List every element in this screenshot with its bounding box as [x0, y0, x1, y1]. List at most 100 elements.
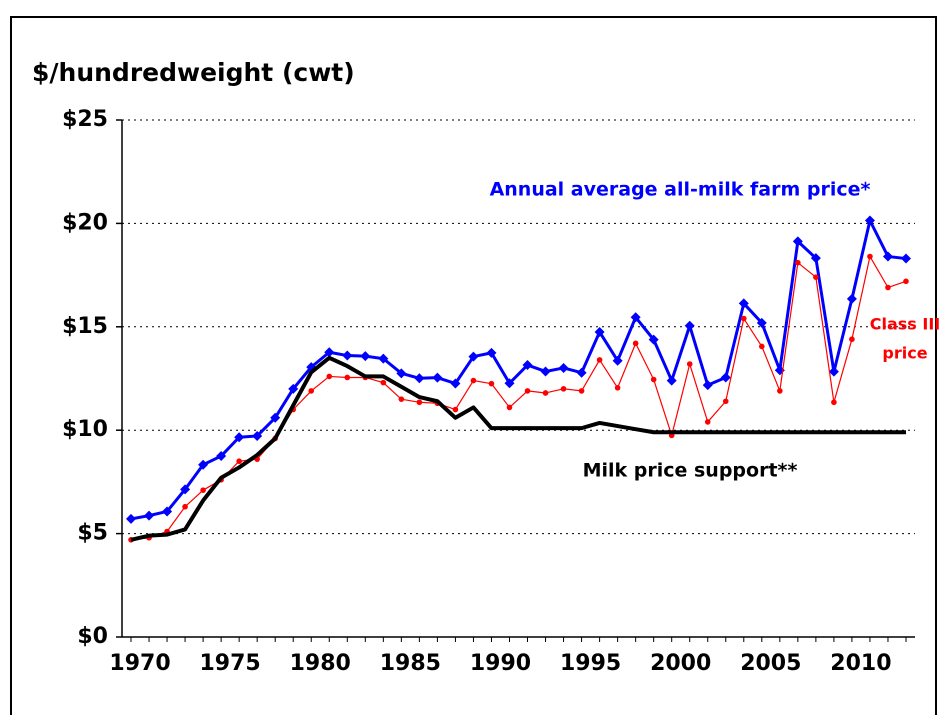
- point: [882, 251, 893, 262]
- point: [126, 513, 137, 524]
- point: [828, 366, 839, 377]
- x-tick-label: 2010: [830, 651, 891, 676]
- point: [522, 360, 533, 371]
- point: [360, 351, 371, 362]
- point: [270, 412, 281, 423]
- point: [596, 357, 603, 363]
- point: [885, 284, 891, 291]
- point: [722, 398, 729, 405]
- point: [324, 347, 335, 358]
- x-tick-label: 1975: [200, 651, 261, 676]
- point: [398, 396, 405, 402]
- point: [200, 487, 206, 493]
- point: [540, 366, 551, 377]
- point: [182, 503, 188, 510]
- series-line: [130, 219, 907, 521]
- point: [558, 362, 569, 373]
- point: [813, 274, 819, 280]
- point: [504, 378, 515, 389]
- y-tick-label: $20: [62, 210, 108, 235]
- point: [470, 377, 477, 384]
- point: [486, 347, 497, 358]
- point: [614, 385, 621, 391]
- point: [542, 390, 549, 396]
- point: [342, 350, 353, 361]
- point: [756, 317, 767, 328]
- point: [488, 380, 495, 387]
- point: [326, 373, 333, 380]
- annotation: Milk price support**: [583, 460, 798, 482]
- point: [795, 259, 801, 266]
- x-tick-label: 2005: [740, 651, 801, 676]
- point: [308, 388, 315, 394]
- point: [849, 336, 855, 343]
- point: [378, 353, 389, 364]
- point: [506, 404, 513, 411]
- point: [777, 388, 783, 394]
- y-tick-label: $15: [62, 314, 108, 339]
- point: [468, 351, 479, 362]
- point: [831, 399, 837, 406]
- point: [560, 386, 567, 392]
- point: [432, 372, 443, 383]
- annotation: price: [882, 344, 927, 363]
- point: [180, 484, 191, 495]
- annotation: Class III: [870, 315, 940, 334]
- point: [450, 378, 461, 389]
- point: [576, 367, 587, 378]
- point: [216, 451, 227, 462]
- point: [198, 459, 209, 470]
- point: [162, 506, 173, 517]
- y-tick-label: $25: [62, 107, 108, 132]
- point: [720, 372, 731, 383]
- point: [416, 399, 423, 406]
- point: [846, 293, 857, 304]
- point: [792, 236, 803, 247]
- point: [630, 312, 641, 323]
- y-tick-label: $5: [77, 521, 108, 546]
- series-line: [130, 355, 906, 542]
- point: [612, 355, 623, 366]
- y-axis-label: $/hundredweight (cwt): [32, 58, 355, 87]
- x-tick-label: 1995: [560, 651, 621, 676]
- point: [144, 510, 155, 521]
- point: [810, 253, 821, 264]
- point: [236, 458, 242, 465]
- frame: [10, 16, 937, 715]
- point: [288, 383, 299, 394]
- point: [900, 253, 911, 264]
- point: [344, 374, 351, 381]
- point: [252, 430, 263, 441]
- point: [396, 368, 407, 379]
- point: [666, 375, 677, 386]
- y-tick-label: $0: [77, 624, 108, 649]
- point: [578, 388, 585, 394]
- x-tick-label: 2000: [650, 651, 711, 676]
- point: [903, 278, 909, 285]
- point: [684, 320, 695, 331]
- point: [452, 406, 459, 413]
- x-tick-label: 1970: [109, 651, 170, 676]
- point: [686, 361, 693, 367]
- x-tick-label: 1985: [380, 651, 441, 676]
- point: [704, 419, 711, 425]
- annotation: Annual average all-milk farm price*: [490, 179, 871, 201]
- series-line: [130, 255, 907, 541]
- point: [524, 388, 531, 394]
- point: [867, 253, 873, 260]
- point: [234, 432, 245, 443]
- point: [594, 326, 605, 337]
- point: [650, 376, 657, 383]
- point: [648, 334, 659, 345]
- point: [740, 315, 747, 322]
- x-tick-label: 1990: [470, 651, 531, 676]
- point: [632, 340, 639, 347]
- point: [414, 373, 425, 384]
- point: [864, 215, 875, 226]
- y-tick-label: $10: [62, 417, 108, 442]
- x-tick-label: 1980: [290, 651, 351, 676]
- point: [702, 380, 713, 391]
- point: [380, 379, 387, 386]
- point: [759, 343, 765, 350]
